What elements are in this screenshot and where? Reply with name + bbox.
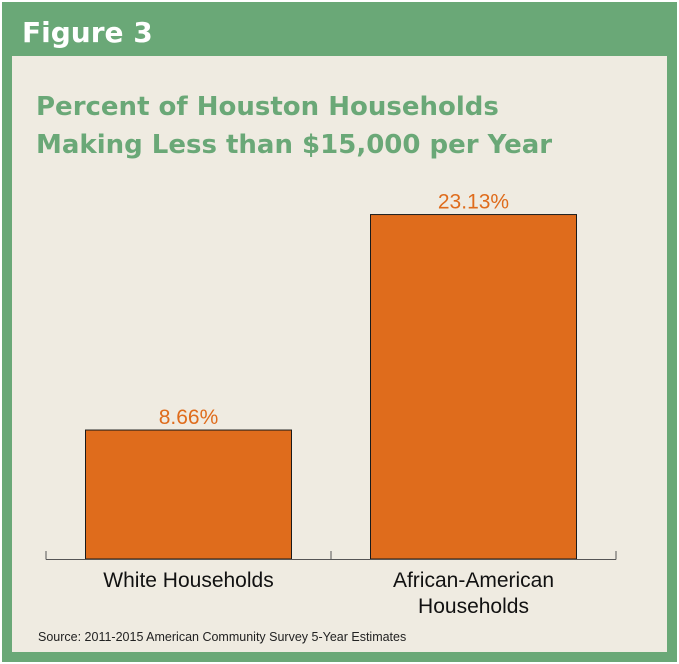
bar-value-label: 23.13%	[438, 191, 509, 214]
category-label: Households	[418, 595, 529, 618]
source-note: Source: 2011-2015 American Community Sur…	[38, 630, 406, 644]
bar	[371, 215, 577, 559]
bar-value-label: 8.66%	[159, 406, 219, 429]
category-label: White Households	[103, 569, 273, 592]
bar	[86, 430, 292, 559]
category-label: African-American	[393, 569, 554, 592]
